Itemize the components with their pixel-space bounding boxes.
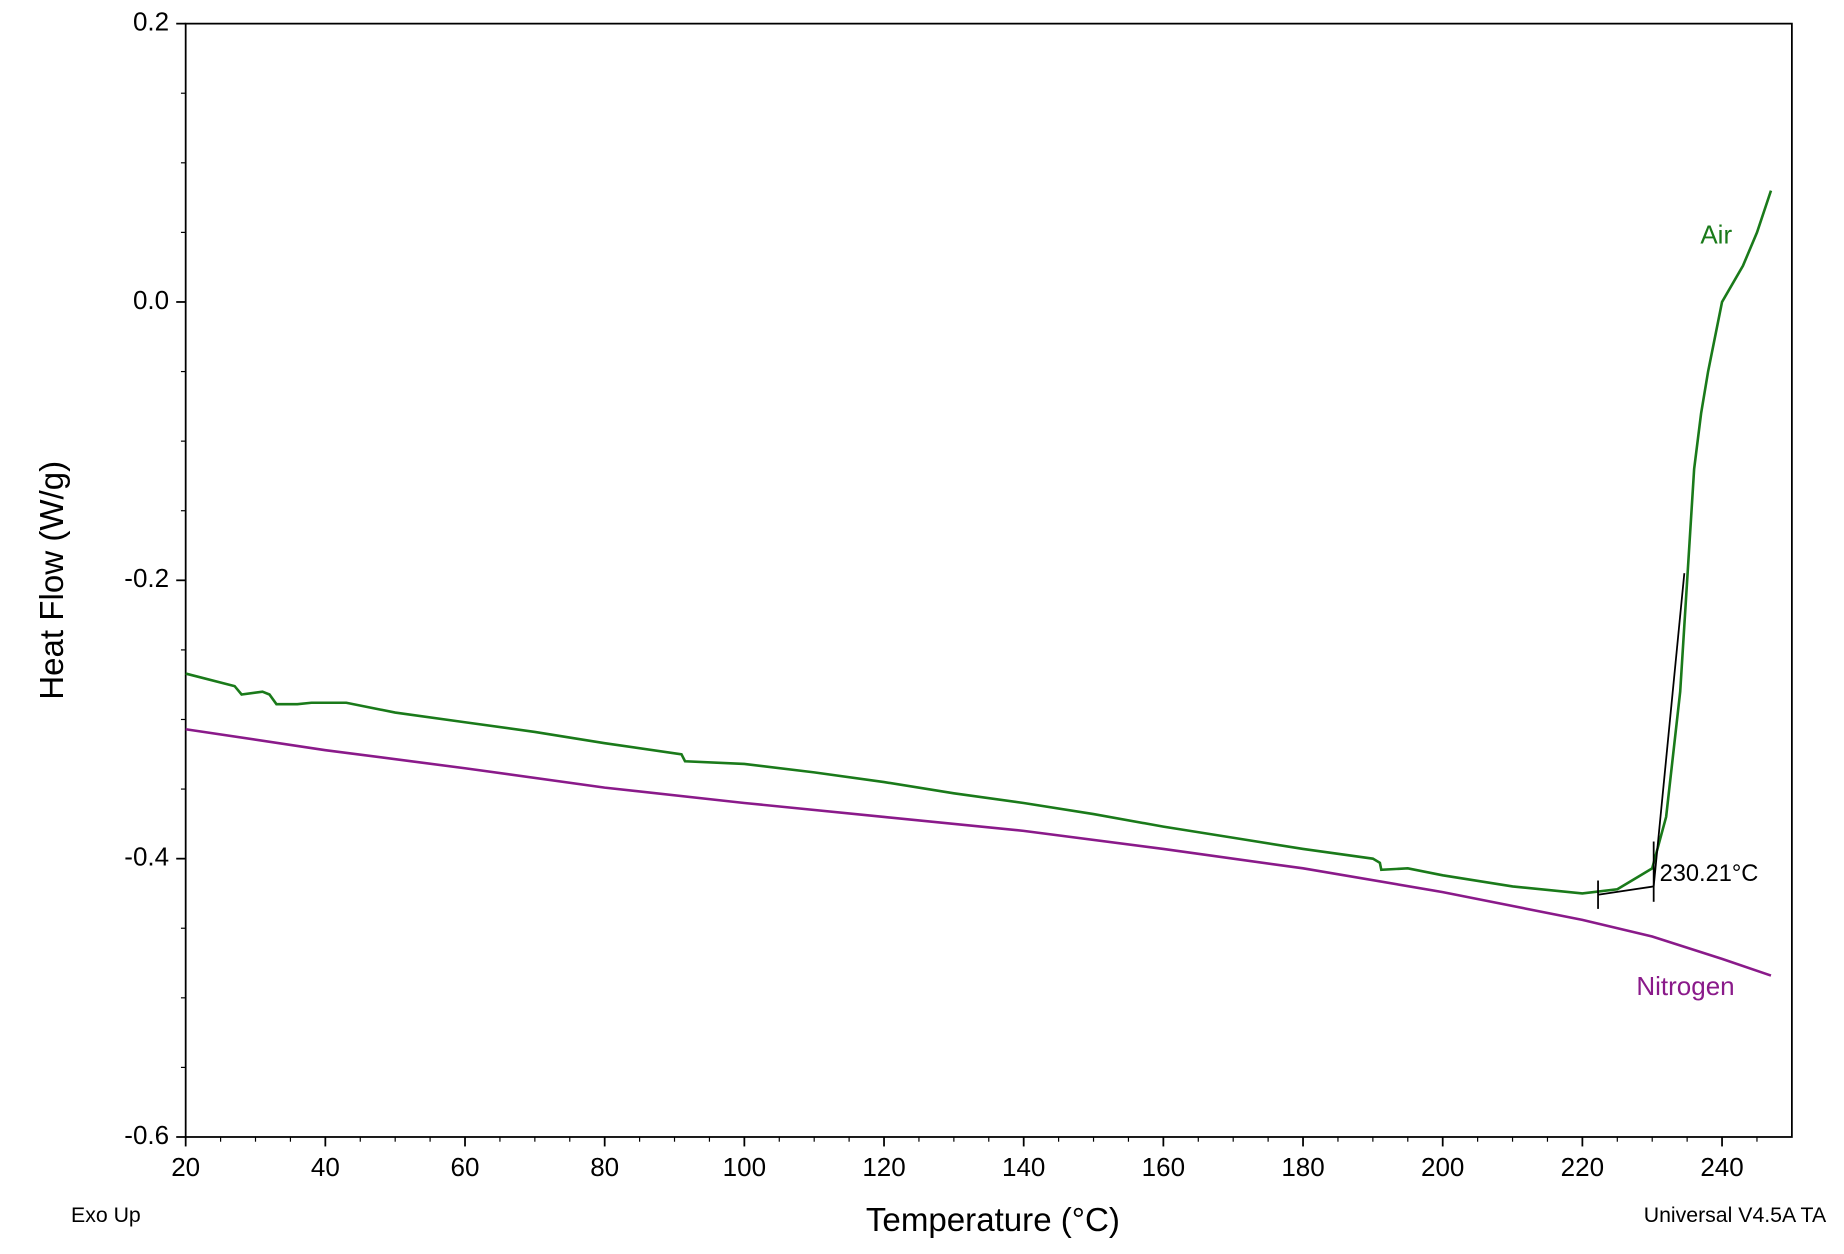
x-tick-label: 220 <box>1561 1152 1604 1182</box>
onset-label: 230.21°C <box>1660 861 1759 887</box>
exo-note: Exo Up <box>71 1203 141 1227</box>
x-tick-label: 160 <box>1142 1152 1185 1182</box>
series-label: Nitrogen <box>1636 971 1734 1001</box>
x-axis-title: Temperature (°C) <box>866 1202 1120 1239</box>
tangent-base <box>1597 885 1654 896</box>
x-tick-label: 40 <box>311 1152 340 1182</box>
x-tick-label: 80 <box>590 1152 619 1182</box>
series-line <box>185 727 1772 977</box>
x-tick-label: 60 <box>451 1152 480 1182</box>
y-tick-label: 0.0 <box>133 285 169 315</box>
x-tick-label: 240 <box>1700 1152 1743 1182</box>
software-note: Universal V4.5A TA <box>1644 1203 1827 1227</box>
x-tick-label: 140 <box>1002 1152 1045 1182</box>
series-line <box>185 190 1773 895</box>
x-tick-label: 180 <box>1281 1152 1324 1182</box>
x-tick-label: 100 <box>723 1152 766 1182</box>
x-tick-label: 200 <box>1421 1152 1464 1182</box>
y-axis-title: Heat Flow (W/g) <box>34 461 71 700</box>
plot-frame <box>184 22 1793 1138</box>
y-tick-label: -0.2 <box>124 563 169 593</box>
y-tick-label: -0.4 <box>124 842 169 872</box>
series-label: Air <box>1700 219 1732 249</box>
x-tick-label: 20 <box>171 1152 200 1182</box>
y-tick-label: -0.6 <box>124 1120 169 1150</box>
x-tick-label: 120 <box>862 1152 905 1182</box>
tangent-steep <box>1652 573 1686 887</box>
y-tick-label: 0.2 <box>133 7 169 37</box>
